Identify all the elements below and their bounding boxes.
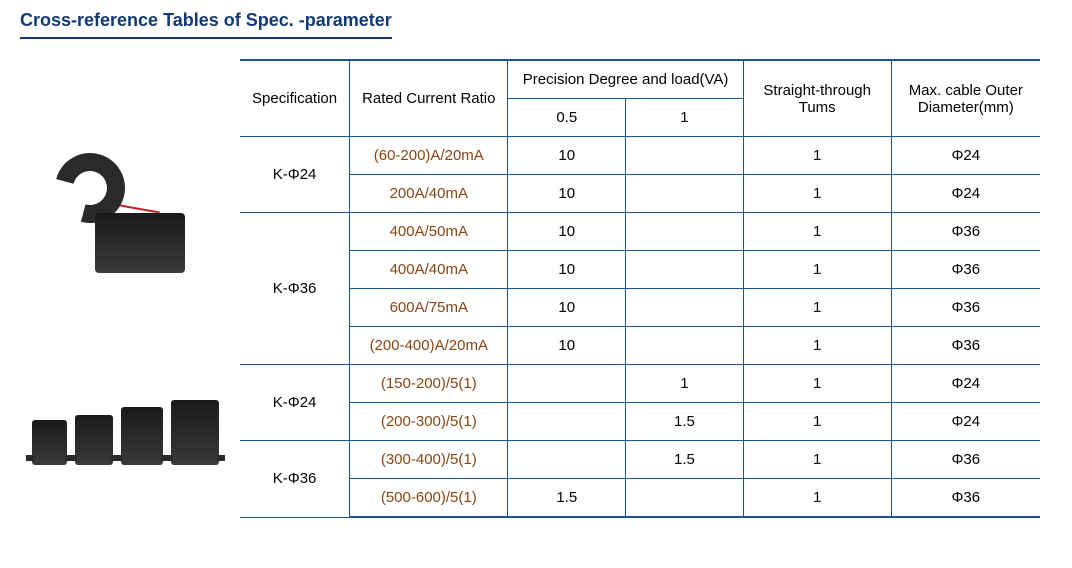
cell-spec: K-Φ24 <box>240 365 350 441</box>
col-ratio: Rated Current Ratio <box>350 60 508 137</box>
cell-turns: 1 <box>743 137 891 175</box>
col-precision-05: 0.5 <box>508 99 626 137</box>
cell-ratio: 200A/40mA <box>350 175 508 213</box>
table-row: (200-400)A/20mA10 1Φ36 <box>240 327 1040 365</box>
cell-p05: 10 <box>508 327 626 365</box>
cell-ratio: (300-400)/5(1) <box>350 441 508 479</box>
cell-ratio: 600A/75mA <box>350 289 508 327</box>
cell-p1 <box>626 137 744 175</box>
table-row: (500-600)/5(1)1.5 1Φ36 <box>240 479 1040 518</box>
table-row: 200A/40mA10 1Φ24 <box>240 175 1040 213</box>
cell-p05: 10 <box>508 137 626 175</box>
cell-spec: K-Φ36 <box>240 441 350 518</box>
cell-diameter: Φ36 <box>891 289 1040 327</box>
col-precision-1: 1 <box>626 99 744 137</box>
cell-diameter: Φ36 <box>891 441 1040 479</box>
cell-turns: 1 <box>743 251 891 289</box>
cell-ratio: 400A/40mA <box>350 251 508 289</box>
spec-table: Specification Rated Current Ratio Precis… <box>240 59 1040 518</box>
cell-turns: 1 <box>743 479 891 518</box>
cell-p1: 1.5 <box>626 403 744 441</box>
table-row: K-Φ36(300-400)/5(1)1.51Φ36 <box>240 441 1040 479</box>
cell-p1 <box>626 327 744 365</box>
cell-p05 <box>508 441 626 479</box>
table-row: (200-300)/5(1) 1.51Φ24 <box>240 403 1040 441</box>
cell-p05: 1.5 <box>508 479 626 518</box>
table-row: 400A/40mA10 1Φ36 <box>240 251 1040 289</box>
cell-diameter: Φ24 <box>891 137 1040 175</box>
cell-ratio: 400A/50mA <box>350 213 508 251</box>
cell-p1 <box>626 251 744 289</box>
cell-p05 <box>508 365 626 403</box>
cell-ratio: (150-200)/5(1) <box>350 365 508 403</box>
table-row: K-Φ24(60-200)A/20mA101Φ24 <box>240 137 1040 175</box>
cell-turns: 1 <box>743 175 891 213</box>
cell-p1 <box>626 175 744 213</box>
cell-turns: 1 <box>743 441 891 479</box>
cell-ratio: (200-300)/5(1) <box>350 403 508 441</box>
cell-p05: 10 <box>508 289 626 327</box>
cell-turns: 1 <box>743 289 891 327</box>
cell-diameter: Φ24 <box>891 365 1040 403</box>
product-image-size-lineup <box>20 400 230 465</box>
cell-p1: 1.5 <box>626 441 744 479</box>
cell-diameter: Φ36 <box>891 213 1040 251</box>
cell-ratio: (500-600)/5(1) <box>350 479 508 518</box>
col-precision: Precision Degree and load(VA) <box>508 60 743 99</box>
cell-ratio: (200-400)A/20mA <box>350 327 508 365</box>
cell-turns: 1 <box>743 327 891 365</box>
table-header: Specification Rated Current Ratio Precis… <box>240 60 1040 137</box>
table-body: K-Φ24(60-200)A/20mA101Φ24200A/40mA101Φ24… <box>240 137 1040 518</box>
cell-turns: 1 <box>743 403 891 441</box>
cell-diameter: Φ24 <box>891 403 1040 441</box>
cell-p05 <box>508 403 626 441</box>
product-images-column <box>20 59 230 518</box>
cell-turns: 1 <box>743 365 891 403</box>
col-diameter: Max. cable Outer Diameter(mm) <box>891 60 1040 137</box>
cell-p05: 10 <box>508 251 626 289</box>
product-image-open-clamp <box>20 153 230 293</box>
cell-ratio: (60-200)A/20mA <box>350 137 508 175</box>
cell-p1 <box>626 289 744 327</box>
cell-diameter: Φ36 <box>891 327 1040 365</box>
table-row: 600A/75mA10 1Φ36 <box>240 289 1040 327</box>
table-row: K-Φ24(150-200)/5(1)11Φ24 <box>240 365 1040 403</box>
cell-p1: 1 <box>626 365 744 403</box>
content-wrapper: Specification Rated Current Ratio Precis… <box>20 59 1052 518</box>
col-turns: Straight-through Tums <box>743 60 891 137</box>
cell-diameter: Φ24 <box>891 175 1040 213</box>
cell-diameter: Φ36 <box>891 479 1040 518</box>
cell-diameter: Φ36 <box>891 251 1040 289</box>
table-row: K-Φ36400A/50mA101Φ36 <box>240 213 1040 251</box>
cell-spec: K-Φ24 <box>240 137 350 213</box>
cell-turns: 1 <box>743 213 891 251</box>
cell-p1 <box>626 213 744 251</box>
col-spec: Specification <box>240 60 350 137</box>
cell-p05: 10 <box>508 213 626 251</box>
cell-p05: 10 <box>508 175 626 213</box>
page-title: Cross-reference Tables of Spec. -paramet… <box>20 10 392 39</box>
cell-spec: K-Φ36 <box>240 213 350 365</box>
cell-p1 <box>626 479 744 518</box>
